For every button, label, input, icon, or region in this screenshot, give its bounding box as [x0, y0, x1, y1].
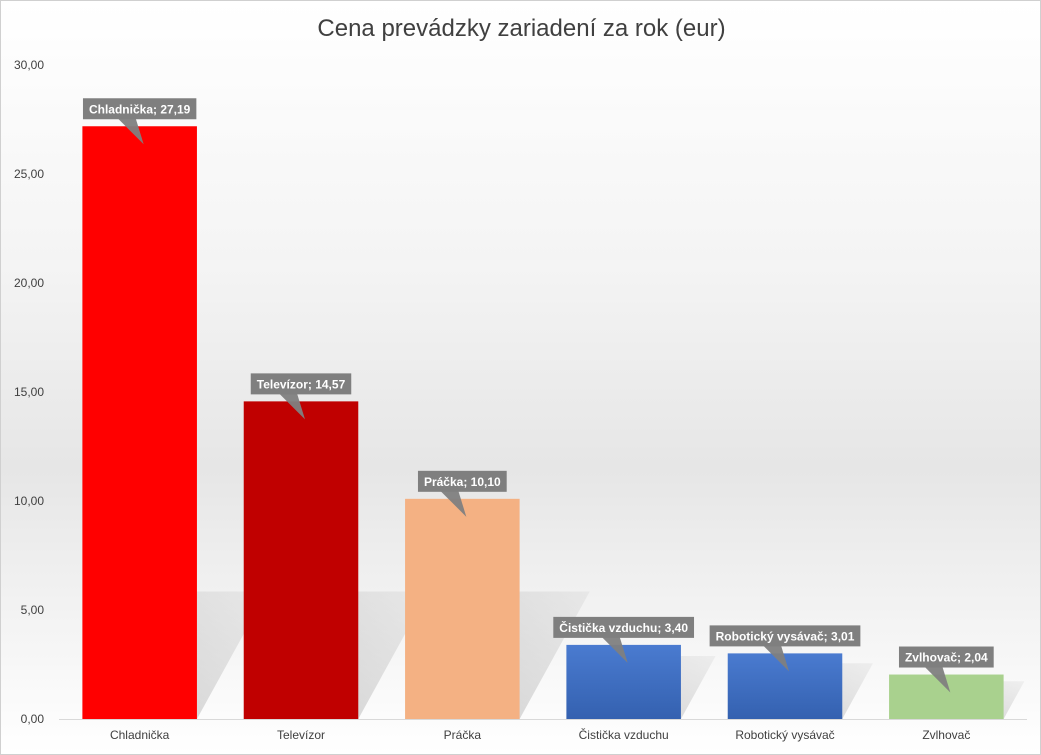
- data-label-box: [898, 646, 994, 668]
- data-labels: Chladnička; 27,19 Televízor; 14,57 Práčka;…: [82, 98, 994, 693]
- x-category-label: Zvlhovač: [922, 728, 970, 742]
- x-axis: Chladnička Televízor Práčka Čistička vzduch…: [110, 727, 970, 742]
- bar-shadows: [90, 591, 1025, 719]
- y-axis: 0,00 5,00 10,00 15,00 20,00 25,00 30,00: [14, 58, 1027, 726]
- data-label-callout: Čistička vzduchu; 3,40: [553, 616, 695, 663]
- chart-title: Cena prevádzky zariadení za rok (eur): [317, 15, 726, 42]
- bar-2: [243, 401, 359, 719]
- x-category-label: Robotický vysávač: [735, 728, 834, 742]
- data-label-pointer: [279, 393, 305, 420]
- data-label-pointer: [924, 666, 951, 693]
- x-category-label: Chladnička: [110, 728, 170, 742]
- y-tick-label: 20,00: [14, 276, 44, 290]
- x-category-label: Práčka: [444, 728, 482, 742]
- data-label-box: [417, 470, 507, 492]
- data-label-box: [553, 616, 695, 638]
- x-category-label: Čistička vzduchu: [579, 727, 669, 742]
- bar-3: [405, 498, 520, 719]
- y-tick-label: 25,00: [14, 167, 44, 181]
- data-label-box: [250, 373, 352, 395]
- data-label: Práčka; 10,10: [424, 475, 501, 489]
- data-label-callout: Práčka; 10,10: [417, 470, 507, 517]
- data-label: Chladnička; 27,19: [89, 102, 191, 116]
- bars: [82, 126, 1004, 720]
- y-tick-label: 15,00: [14, 385, 44, 399]
- data-label: Televízor; 14,57: [257, 377, 346, 391]
- data-label-box: [709, 625, 861, 647]
- data-label-pointer: [601, 636, 628, 663]
- y-tick-label: 30,00: [14, 58, 44, 72]
- data-label: Čistička vzduchu; 3,40: [559, 620, 688, 635]
- y-tick-label: 0,00: [21, 712, 45, 726]
- data-label: Zvlhovač; 2,04: [905, 651, 988, 665]
- data-label-pointer: [763, 645, 789, 672]
- data-label-pointer: [117, 118, 144, 145]
- data-label: Robotický vysávač; 3,01: [716, 629, 855, 643]
- bar-1: [82, 126, 197, 720]
- y-tick-label: 5,00: [21, 603, 45, 617]
- data-label-callout: Televízor; 14,57: [250, 373, 352, 420]
- data-label-callout: Chladnička; 27,19: [82, 98, 197, 145]
- data-label-pointer: [440, 490, 467, 517]
- y-tick-label: 10,00: [14, 494, 44, 508]
- data-label-callout: Robotický vysávač; 3,01: [709, 625, 861, 672]
- data-label-callout: Zvlhovač; 2,04: [898, 646, 994, 693]
- x-category-label: Televízor: [277, 728, 325, 742]
- data-label-box: [82, 98, 197, 120]
